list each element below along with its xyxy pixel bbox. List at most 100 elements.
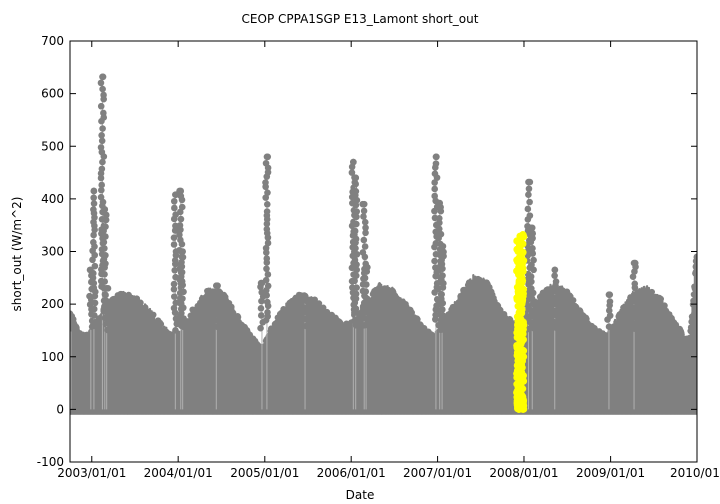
spike-point [528,312,536,320]
data-point [690,297,697,304]
spike-point [431,185,438,193]
spike-point [693,315,697,323]
spike-point [102,216,110,224]
spike-point [352,180,360,188]
spike-point [529,319,536,326]
yellow-point [515,286,523,294]
spike-peak [438,242,446,250]
x-tick-label: 2003/01/01 [57,466,126,480]
spike-point [212,317,220,324]
spike-point [437,326,445,334]
spike-point [262,183,269,191]
data-point [315,300,323,307]
spike-point [90,279,98,287]
spike-point [170,241,178,248]
yellow-point [518,319,526,327]
spike-point [257,324,264,332]
spike-point [101,278,108,285]
spike-point [262,316,270,324]
spike-point [527,307,535,314]
spike-point [530,324,537,332]
spike-point [91,312,98,319]
spike-point [100,95,107,103]
spike-point [692,292,697,299]
spike-point [353,220,360,228]
data-point [150,311,157,319]
spike-point [352,244,359,252]
spike-point [102,233,109,240]
spike-point [351,299,359,307]
spike-point [177,215,185,223]
spike-point [439,299,447,307]
spike-peak [630,259,638,267]
spike-point [692,309,697,316]
spike-point [353,251,361,258]
spike-point [101,264,108,271]
spike-point [629,319,636,327]
spike-point [90,305,98,313]
data-point [657,295,664,303]
spike-point [257,312,265,319]
spike-point [178,309,185,317]
spike-point [102,291,109,299]
spike-peak [432,153,440,161]
yellow-point [516,232,524,240]
spike-point [439,284,447,291]
spike-point [170,280,178,288]
spike-point [97,170,105,177]
data-point [311,296,318,303]
spike-point [89,322,97,330]
spike-peak [101,206,109,213]
spike-point [362,229,369,237]
x-tick-label: 2007/01/01 [403,466,472,480]
spike-point [361,309,369,316]
spike-point [352,272,360,279]
data-point [228,303,235,311]
yellow-point [514,246,522,254]
spike-point [551,300,558,308]
data-point [408,309,415,316]
spike-peak [362,263,370,271]
data-point [142,304,149,311]
spike-point [528,278,535,286]
spike-point [171,309,179,316]
spike-point [258,297,265,305]
yellow-point [519,240,527,248]
spike-peak [301,292,309,300]
spike-point [170,234,178,241]
spike-point [352,191,359,199]
spike-point [90,200,98,207]
yellow-point [516,291,524,300]
spike-point [171,204,178,212]
spike-peak [350,158,357,166]
spike-point [262,287,270,294]
spike-point [98,186,105,194]
spike-point [693,273,697,280]
spike-point [431,164,439,171]
spike-point [524,205,532,213]
spike-point [302,315,310,323]
spike-point [179,253,187,261]
spike-point [99,85,106,93]
spike-point [300,309,308,316]
x-tick-label: 2004/01/01 [144,466,213,480]
spike-point [179,323,187,330]
spike-point [435,225,443,233]
spike-point [180,288,187,296]
spike-point [90,231,97,239]
spike-point [525,191,532,199]
spike-point [91,226,98,234]
spike-peak [360,200,368,208]
spike-point [435,214,443,222]
spike-point [264,234,272,241]
spike-point [552,324,560,331]
data-point [368,305,376,313]
spike-point [606,301,613,309]
spike-point [435,234,442,242]
spike-point [348,169,356,176]
spike-point [550,294,558,302]
spike-point [263,265,270,273]
spike-point [178,240,186,248]
spike-point [99,125,106,132]
